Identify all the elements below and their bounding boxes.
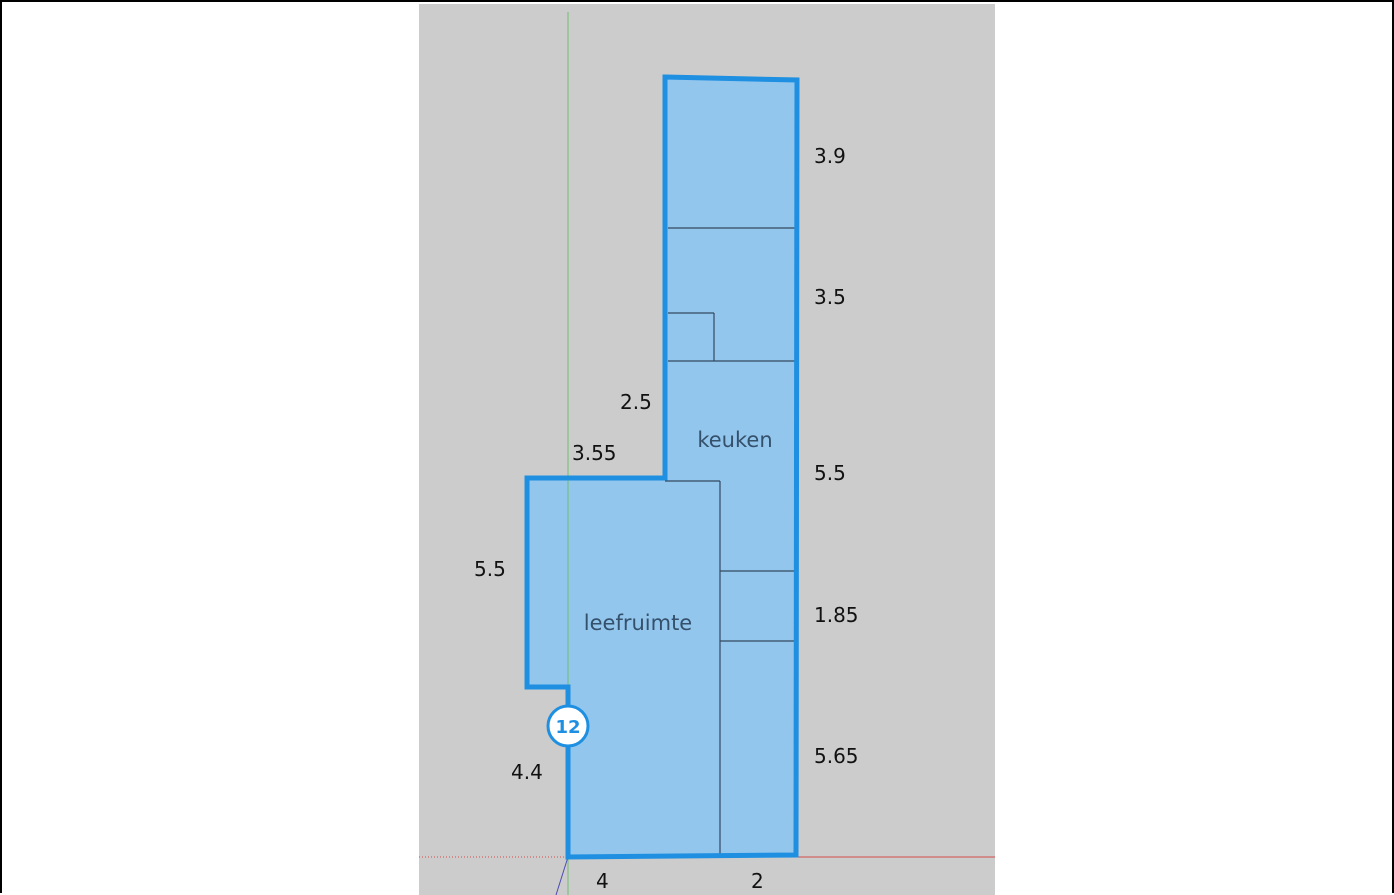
dimension-step-vertical: 2.5 <box>620 390 652 414</box>
badge-number: 12 <box>555 717 580 738</box>
dimension-right-top: 3.9 <box>814 144 846 168</box>
numbered-circle-icon[interactable]: 12 <box>546 704 590 748</box>
room-label-leefruimte: leefruimte <box>584 611 692 635</box>
badge-circle <box>546 704 590 748</box>
floorplan-outline[interactable] <box>524 74 800 860</box>
floorplan-svg: keuken leefruimte 3.9 3.5 5.5 1.85 5.65 … <box>419 12 995 895</box>
dimension-bottom-left: 4 <box>596 869 609 893</box>
floorplan-area[interactable] <box>527 77 797 857</box>
blue-axis-line <box>555 856 569 895</box>
dimension-step-horizontal: 3.55 <box>572 441 617 465</box>
dimension-right-small: 1.85 <box>814 603 859 627</box>
dimension-right-second: 3.5 <box>814 285 846 309</box>
dimension-bottom-right: 2 <box>751 869 764 893</box>
dimension-left-lower: 4.4 <box>511 760 543 784</box>
floorplan-canvas[interactable]: keuken leefruimte 3.9 3.5 5.5 1.85 5.65 … <box>419 4 995 895</box>
dimension-right-middle: 5.5 <box>814 461 846 485</box>
room-label-keuken: keuken <box>697 428 772 452</box>
dimension-right-bottom: 5.65 <box>814 744 859 768</box>
dimension-left-upper: 5.5 <box>474 557 506 581</box>
